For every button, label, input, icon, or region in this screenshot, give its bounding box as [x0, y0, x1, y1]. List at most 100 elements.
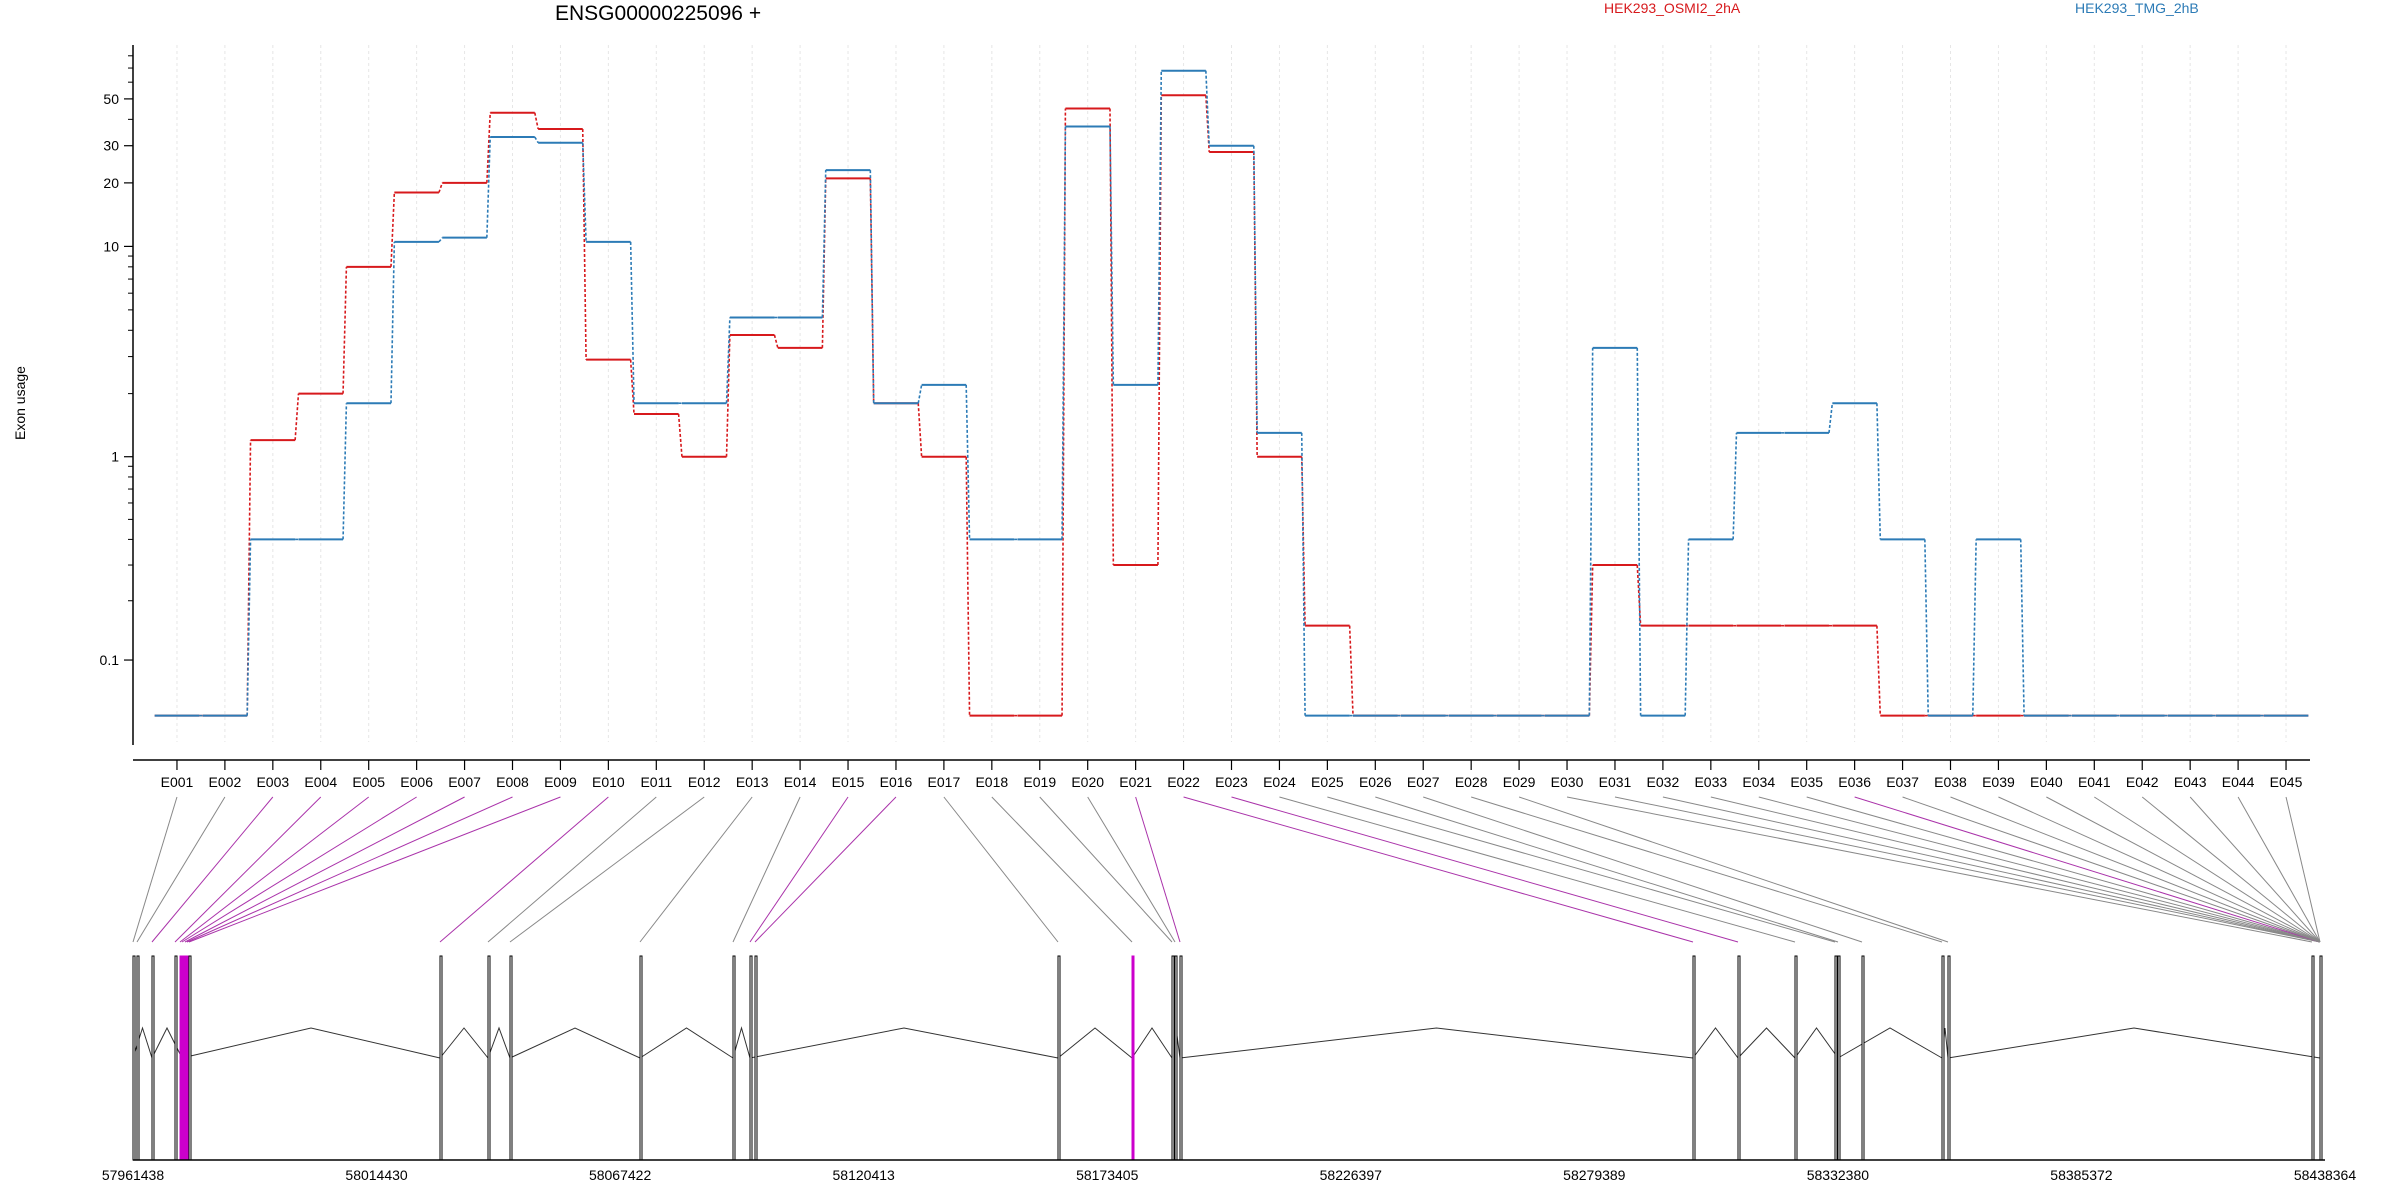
exon-connector — [439, 796, 609, 943]
legend-series-2: HEK293_TMG_2hB — [2075, 0, 2199, 16]
series-connector — [342, 403, 348, 540]
series-connector — [1828, 403, 1834, 433]
genomic-tick-label: 58385372 — [2050, 1167, 2113, 1183]
exon-connector — [1327, 796, 1836, 943]
x-tick-label: E019 — [1023, 774, 1056, 790]
series-connector — [1300, 456, 1306, 626]
x-tick-label: E004 — [304, 774, 337, 790]
exon-connector — [1423, 796, 1863, 943]
series-connector — [1732, 432, 1738, 540]
intron-line — [1794, 1027, 1839, 1059]
x-tick-label: E011 — [640, 774, 672, 790]
exon-box — [639, 955, 643, 1161]
intron-line — [639, 1027, 734, 1059]
series-connector — [1876, 403, 1882, 540]
x-tick-label: E015 — [832, 774, 865, 790]
series-connector — [342, 266, 348, 394]
x-tick-label: E038 — [1934, 774, 1967, 790]
exon-connector — [487, 796, 657, 943]
x-tick-label: E029 — [1503, 774, 1536, 790]
exon-connector — [1183, 796, 1694, 943]
intron-line — [132, 1026, 153, 1059]
y-tick-label: 0.1 — [100, 652, 120, 668]
series-lines — [154, 69, 2309, 717]
exon-connector — [1758, 796, 2321, 943]
x-tick-label: E021 — [1119, 774, 1152, 790]
series-connector — [677, 413, 683, 457]
genomic-tick-label: 58279389 — [1563, 1167, 1626, 1183]
exon-connector — [1854, 796, 2321, 943]
series-connector — [1348, 625, 1354, 716]
genomic-tick-label: 58438364 — [2294, 1167, 2357, 1183]
series-connector — [629, 241, 635, 404]
exon-connector — [1039, 796, 1173, 943]
exon-connector — [174, 796, 322, 943]
series-connector — [917, 403, 923, 457]
intron-line — [509, 1027, 641, 1059]
series-connector — [2019, 539, 2025, 716]
x-tick-label: E042 — [2126, 774, 2159, 790]
exon-connector — [186, 796, 513, 943]
x-tick-label: E009 — [544, 774, 577, 790]
series-connector — [1157, 70, 1163, 385]
series-connector — [534, 112, 539, 130]
series-connector — [1157, 95, 1163, 566]
series-connector — [821, 170, 827, 318]
exon-connector — [1135, 796, 1181, 943]
x-tick-label: E030 — [1551, 774, 1584, 790]
series-connector — [1061, 108, 1067, 716]
intron-line — [1947, 1027, 2321, 1059]
series-connector — [1109, 126, 1115, 385]
series-connector — [917, 384, 923, 404]
exon-connector — [1375, 796, 1839, 943]
genomic-tick-label: 58332380 — [1807, 1167, 1870, 1183]
series-connector — [1252, 145, 1258, 433]
series-connector — [486, 112, 492, 183]
exon-box — [136, 955, 140, 1161]
series-connector — [773, 334, 779, 349]
exon-connector — [509, 796, 705, 943]
exon-connector — [132, 796, 178, 943]
x-axis: E001 E002 E003 E004 E005 E006 E007 E008 E009 E010… — [133, 759, 2310, 790]
intron-line — [749, 1027, 1059, 1059]
x-tick-label: E043 — [2174, 774, 2207, 790]
exon-connector — [639, 796, 753, 943]
exon-box — [1794, 955, 1798, 1161]
genomic-tick-label: 58226397 — [1320, 1167, 1383, 1183]
exon-box — [1131, 955, 1135, 1161]
series-connector — [725, 334, 731, 457]
intron-line — [1057, 1027, 1133, 1059]
series-connector — [1109, 108, 1115, 566]
exon-connector — [1566, 796, 2313, 943]
series-connector — [390, 192, 396, 267]
genomic-tick-label: 58173405 — [1076, 1167, 1139, 1183]
exon-box — [439, 955, 443, 1161]
x-tick-label: E044 — [2222, 774, 2255, 790]
x-tick-label: E001 — [161, 774, 194, 790]
x-tick-label: E035 — [1790, 774, 1823, 790]
series-connector — [1876, 625, 1882, 716]
exon-connector — [181, 796, 417, 943]
exon-box — [1174, 955, 1178, 1161]
x-tick-label: E033 — [1694, 774, 1727, 790]
exon-connector — [754, 796, 897, 943]
exon-box — [1171, 955, 1175, 1161]
y-tick-label: 30 — [103, 138, 119, 154]
y-tick-label: 10 — [103, 238, 119, 254]
x-tick-label: E005 — [352, 774, 385, 790]
series-connector — [1205, 70, 1211, 146]
exon-box — [1179, 955, 1183, 1161]
series-connector — [965, 384, 971, 540]
exon-connector — [943, 796, 1059, 943]
exon-connector — [2094, 796, 2321, 943]
x-tick-label: E008 — [496, 774, 529, 790]
series-connector — [1636, 347, 1642, 716]
exon-box — [1837, 955, 1841, 1161]
series-connector — [294, 393, 300, 441]
exon-connector — [179, 796, 370, 943]
genomic-tick-label: 58067422 — [589, 1167, 652, 1183]
exon-box — [732, 955, 736, 1161]
exon-box — [188, 955, 192, 1161]
exon-box — [181, 955, 185, 1161]
exon-connector — [184, 796, 465, 943]
